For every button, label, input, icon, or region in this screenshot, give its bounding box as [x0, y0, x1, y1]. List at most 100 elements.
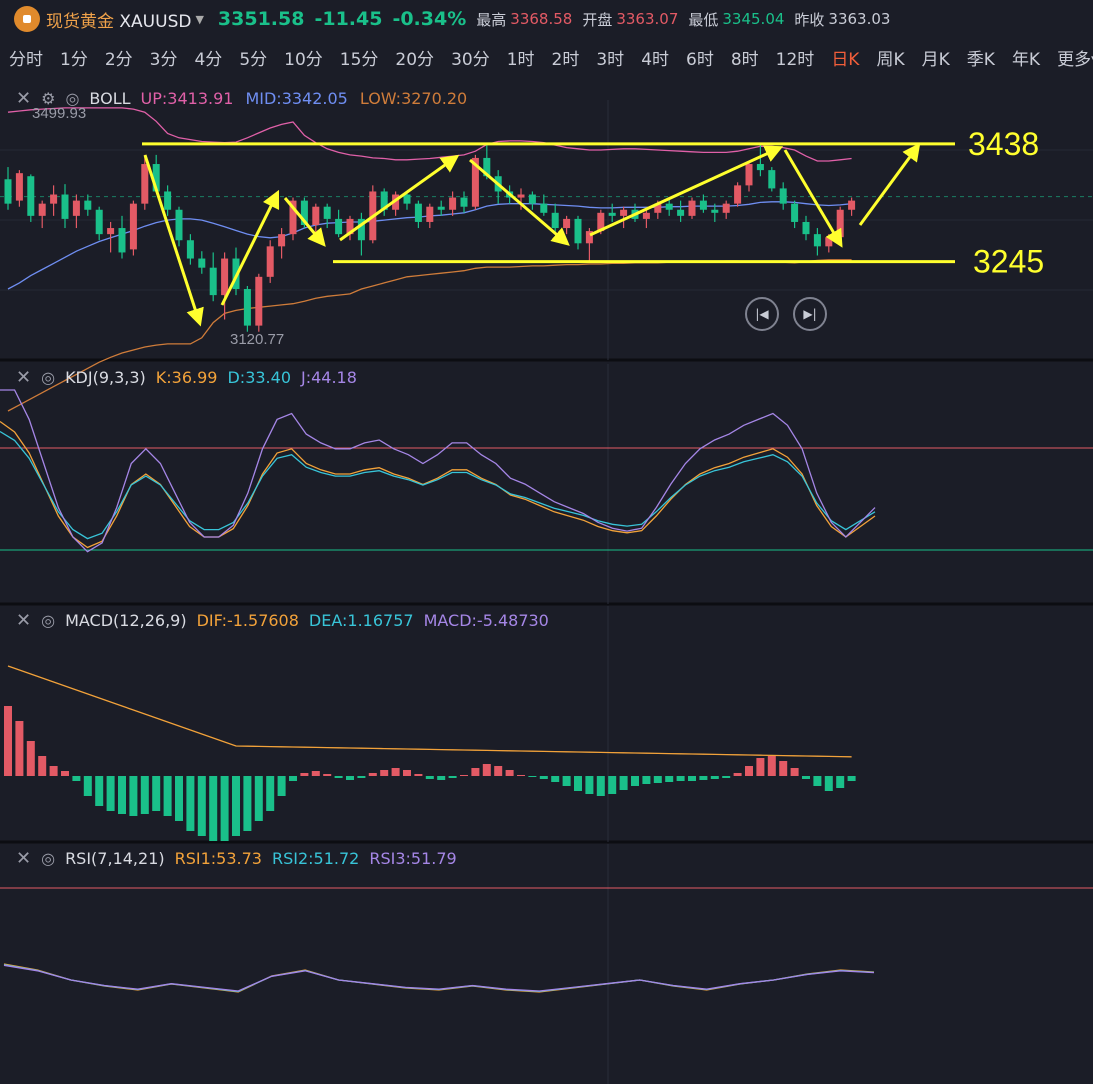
macd-bar	[300, 773, 309, 776]
trend-arrow	[589, 145, 784, 237]
period-tab[interactable]: 5分	[239, 49, 268, 70]
period-tab[interactable]: 12时	[775, 49, 815, 70]
candle-body	[642, 212, 650, 219]
trend-arrow	[143, 154, 204, 327]
macd-bar	[266, 776, 275, 811]
macd-bar	[482, 764, 491, 776]
candle-body	[483, 157, 491, 177]
macd-bar	[186, 776, 195, 831]
previous-icon[interactable]: |◀	[745, 297, 779, 331]
period-tab[interactable]: 8时	[730, 49, 759, 70]
next-icon[interactable]: ▶|	[793, 297, 827, 331]
prev-close-value: 3363.03	[828, 10, 891, 28]
max-price-label: 3499.93	[32, 105, 86, 122]
boll-mid-value: MID:3342.05	[245, 88, 348, 108]
period-tab[interactable]: 更多▾	[1057, 49, 1093, 70]
kdj-d-value: D:33.40	[227, 367, 291, 387]
candle-body	[255, 276, 263, 326]
macd-bar	[585, 776, 594, 794]
settings-icon[interactable]: ◎	[41, 848, 56, 868]
candle-body	[825, 237, 833, 247]
period-tab[interactable]: 20分	[395, 49, 435, 70]
instrument-symbol: XAUUSD	[119, 11, 192, 32]
period-tab[interactable]: 2分	[104, 49, 133, 70]
trend-arrow	[339, 154, 460, 242]
macd-bar	[346, 776, 354, 780]
macd-bar	[49, 766, 58, 776]
trend-arrow	[783, 149, 843, 248]
period-tab[interactable]: 1时	[506, 49, 535, 70]
settings-icon[interactable]: ◎	[41, 610, 56, 630]
instrument-name: 现货黄金	[46, 11, 114, 32]
macd-bar	[813, 776, 822, 786]
rsi3-line	[3, 964, 875, 992]
period-tab[interactable]: 2时	[551, 49, 580, 70]
period-tab[interactable]: 分时	[9, 49, 43, 70]
macd-bar	[688, 776, 696, 781]
period-tab[interactable]: 年K	[1011, 49, 1041, 70]
candle-body	[677, 209, 685, 216]
kdj-d-line	[0, 430, 876, 540]
close-icon[interactable]: ✕	[16, 609, 32, 631]
chevron-down-icon[interactable]: ▼	[195, 12, 204, 26]
period-tab[interactable]: 6时	[686, 49, 714, 70]
candle-body	[585, 231, 593, 244]
macd-bar	[596, 776, 605, 796]
macd-bar	[72, 776, 81, 781]
symbol-selector[interactable]: 现货黄金 XAUUSD	[46, 7, 191, 32]
macd-bar	[118, 776, 126, 814]
period-tab[interactable]: 4时	[641, 49, 670, 70]
candle-body	[289, 200, 297, 235]
price-change: -11.45	[314, 8, 383, 30]
eye-icon[interactable]: ◎	[65, 88, 80, 108]
candle-body	[437, 206, 445, 210]
macd-bar	[676, 776, 685, 781]
period-tab[interactable]: 周K	[876, 49, 905, 70]
candle-body	[129, 203, 137, 250]
macd-bar	[653, 776, 662, 783]
period-tab[interactable]: 季K	[966, 49, 995, 70]
macd-bar	[847, 776, 856, 781]
period-tab[interactable]: 3时	[596, 49, 625, 70]
candle-body	[540, 203, 548, 213]
period-tab[interactable]: 月K	[921, 49, 950, 70]
kdj-k-line	[0, 420, 876, 549]
candle-body	[38, 203, 46, 216]
macd-bar	[243, 776, 252, 831]
quote-header: 现货黄金 XAUUSD ▼ 3351.58 -11.45 -0.34% 最高 3…	[0, 0, 1093, 38]
macd-bar	[551, 776, 560, 782]
period-tab[interactable]: 3分	[149, 49, 178, 70]
macd-header: ✕ ◎ MACD(12,26,9) DIF:-1.57608 DEA:1.167…	[0, 606, 549, 634]
settings-icon[interactable]: ◎	[41, 367, 56, 387]
boll-up-value: UP:3413.91	[140, 88, 234, 108]
kdj-j-value: J:44.18	[301, 367, 357, 387]
candle-body	[380, 191, 388, 210]
candle-body	[836, 209, 844, 238]
macd-bar	[425, 776, 434, 779]
candle-body	[266, 246, 274, 277]
candle-body	[198, 258, 206, 268]
candle-body	[392, 194, 400, 210]
period-tab[interactable]: 10分	[284, 49, 323, 70]
period-tab[interactable]: 4分	[194, 49, 223, 70]
macd-bar	[619, 776, 628, 790]
macd-bar	[665, 776, 674, 782]
period-tab[interactable]: 30分	[451, 49, 490, 70]
close-icon[interactable]: ✕	[16, 366, 32, 388]
close-icon[interactable]: ✕	[16, 87, 32, 109]
gear-icon[interactable]: ⚙	[41, 88, 56, 108]
candle-body	[745, 164, 753, 186]
period-tabs: 分时 1分 2分 3分 4分 5分 10分 15分 20分 30分 1时 2时 3时 4时 6时 8时 12时日…	[0, 40, 1093, 74]
candle-body	[528, 194, 536, 204]
trend-arrow	[220, 189, 280, 306]
candle-body	[50, 194, 58, 204]
kdj-header: ✕ ◎ KDJ(9,3,3) K:36.99 D:33.40 J:44.18	[0, 363, 357, 391]
candle-body	[164, 191, 172, 210]
period-tab[interactable]: 15分	[339, 49, 379, 70]
candle-body	[768, 170, 776, 189]
macd-dif-line	[7, 665, 852, 758]
close-icon[interactable]: ✕	[16, 847, 32, 869]
period-tab[interactable]: 日K	[831, 49, 860, 70]
period-tab[interactable]: 1分	[60, 49, 88, 70]
